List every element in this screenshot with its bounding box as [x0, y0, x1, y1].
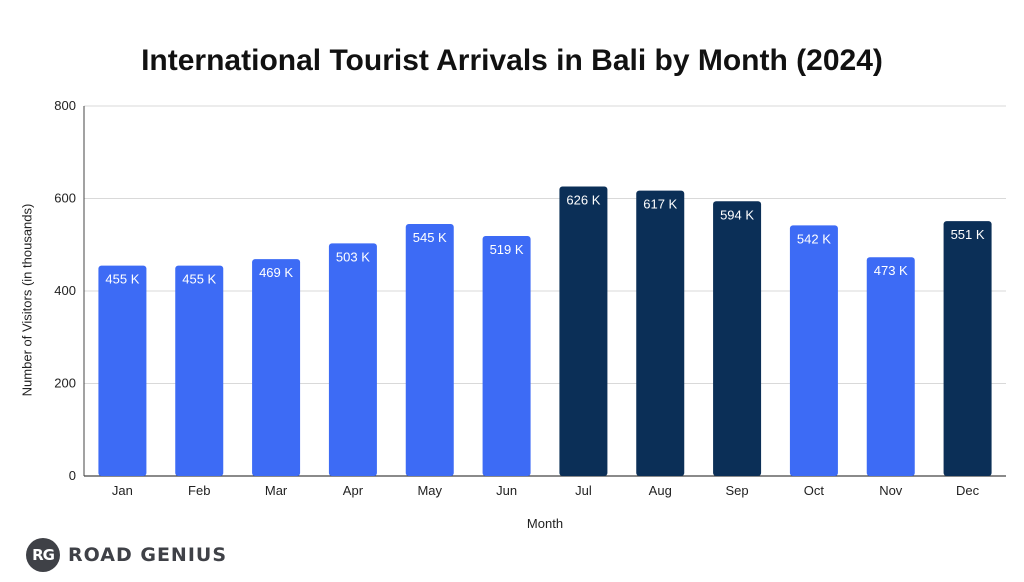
x-tick-label-dec: Dec [956, 483, 980, 498]
y-tick-label: 200 [54, 376, 76, 391]
bar-nov [866, 257, 915, 476]
data-label-jul: 626 K [566, 192, 600, 207]
y-tick-label: 0 [69, 468, 76, 483]
y-tick-label: 800 [54, 98, 76, 113]
x-tick-label-oct: Oct [804, 483, 825, 498]
data-label-jun: 519 K [490, 242, 524, 257]
data-label-nov: 473 K [874, 263, 908, 278]
grid-layer [83, 105, 1006, 477]
bar-jul [559, 186, 608, 476]
data-label-sep: 594 K [720, 207, 754, 222]
data-label-apr: 503 K [336, 249, 370, 264]
x-tick-label-aug: Aug [649, 483, 672, 498]
bar-oct [789, 225, 838, 476]
x-tick-label-feb: Feb [188, 483, 210, 498]
data-label-oct: 542 K [797, 231, 831, 246]
bar-jan [98, 265, 147, 476]
x-tick-label-jul: Jul [575, 483, 592, 498]
x-tick-label-may: May [417, 483, 442, 498]
x-tick-label-jun: Jun [496, 483, 517, 498]
data-label-mar: 469 K [259, 265, 293, 280]
bar-dec [943, 221, 992, 476]
x-tick-label-jan: Jan [112, 483, 133, 498]
y-axis-label: Number of Visitors (in thousands) [19, 203, 35, 397]
logo-badge: RG [26, 538, 60, 572]
label-layer: 0 200 400 600 800 455 K Jan 455 K Feb 469 K Mar 503… [54, 98, 985, 498]
y-tick-label: 600 [54, 191, 76, 206]
bar-layer [98, 186, 992, 476]
x-axis-label: Month [526, 516, 564, 531]
logo-text: ROAD GENIUS [68, 544, 228, 566]
bar-mar [252, 259, 301, 476]
data-label-aug: 617 K [643, 197, 677, 212]
y-tick-label: 400 [54, 283, 76, 298]
bar-jun [482, 235, 531, 476]
data-label-jan: 455 K [105, 272, 139, 287]
x-tick-label-sep: Sep [726, 483, 749, 498]
x-tick-label-nov: Nov [879, 483, 903, 498]
chart-title: International Tourist Arrivals in Bali b… [141, 44, 883, 77]
road-genius-logo: RG ROAD GENIUS [26, 538, 227, 572]
bar-sep [713, 201, 762, 476]
bar-aug [636, 190, 685, 476]
bar-feb [175, 265, 224, 476]
bar-may [405, 223, 454, 476]
x-tick-label-mar: Mar [265, 483, 288, 498]
data-label-may: 545 K [413, 230, 447, 245]
data-label-dec: 551 K [951, 227, 985, 242]
bar-apr [328, 243, 377, 476]
x-tick-label-apr: Apr [343, 483, 364, 498]
data-label-feb: 455 K [182, 272, 216, 287]
